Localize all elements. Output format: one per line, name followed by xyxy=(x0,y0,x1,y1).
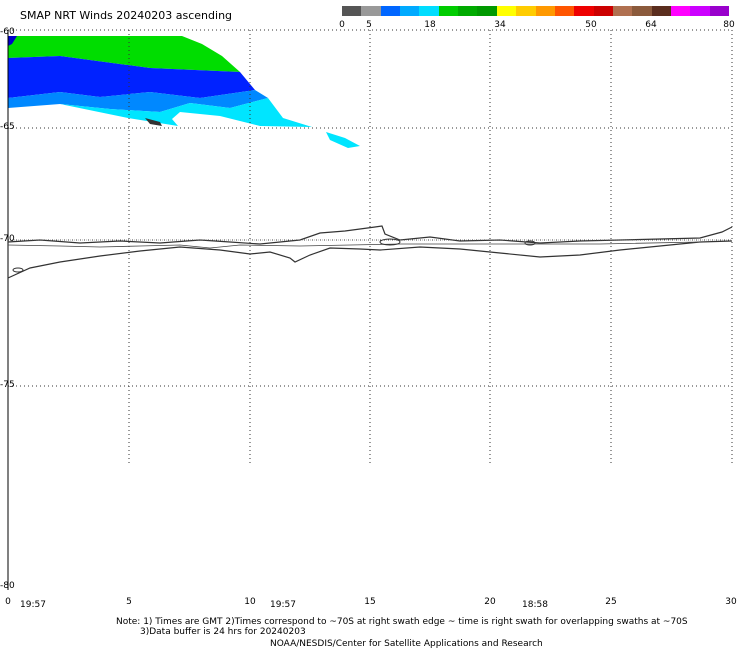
wind-swath-mid-blue xyxy=(8,90,268,112)
colorbar-segment xyxy=(380,6,401,16)
wind-swath-green xyxy=(8,36,240,72)
wind-swath-corner xyxy=(8,36,17,46)
lat-label-70: -70 xyxy=(0,234,15,244)
colorbar-tick-label: 5 xyxy=(366,20,372,30)
colorbar-segment xyxy=(632,6,653,16)
lat-label-75: -75 xyxy=(0,380,15,390)
colorbar-segment xyxy=(516,6,536,16)
lon-label-25: 25 xyxy=(605,597,617,607)
wind-swath-tail xyxy=(326,132,360,148)
colorbar-segment xyxy=(690,6,711,16)
ice-edge-detail xyxy=(7,241,701,249)
ice-rise xyxy=(379,238,401,246)
colorbar-segment xyxy=(419,6,440,16)
colorbar-tick-label: 50 xyxy=(585,20,597,30)
colorbar-segment xyxy=(361,6,382,16)
colorbar-segment xyxy=(342,6,362,16)
colorbar-tick-label: 80 xyxy=(723,20,735,30)
map-title: SMAP NRT Winds 20240203 ascending xyxy=(20,9,233,22)
colorbar-tick-label: 64 xyxy=(645,20,657,30)
colorbar-segment xyxy=(651,6,672,16)
ice-rise-east xyxy=(524,240,536,246)
wind-swath-blue xyxy=(8,56,255,98)
colorbar-segment xyxy=(535,6,556,16)
wind-swath-dark xyxy=(145,118,162,126)
lat-label-65: -65 xyxy=(0,122,15,132)
ice-front xyxy=(7,240,733,279)
colorbar-segment xyxy=(438,6,459,16)
lon-label-10: 10 xyxy=(244,597,256,607)
colorbar-segment xyxy=(574,6,595,16)
colorbar-segment xyxy=(496,6,517,16)
colorbar-segment xyxy=(554,6,575,16)
wind-swath-cyan xyxy=(60,98,312,127)
colorbar-segment xyxy=(593,6,614,16)
colorbar-tick-label: 34 xyxy=(494,20,506,30)
lon-label-20: 20 xyxy=(484,597,496,607)
lat-label-80: -80 xyxy=(0,581,15,591)
lon-label-0: 0 xyxy=(5,597,11,607)
colorbar-segment xyxy=(458,6,478,16)
lon-label-15: 15 xyxy=(364,597,376,607)
colorbar-segment xyxy=(612,6,633,16)
lon-label-30: 30 xyxy=(725,597,737,607)
note-credit: NOAA/NESDIS/Center for Satellite Applica… xyxy=(270,639,543,649)
colorbar-tick-label: 0 xyxy=(339,20,345,30)
colorbar-tick-label: 18 xyxy=(424,20,436,30)
colorbar-segment xyxy=(477,6,498,16)
colorbar-segment xyxy=(670,6,691,16)
colorbar-segment xyxy=(709,6,730,16)
ice-rise-small xyxy=(12,267,24,273)
note-line-2: 3)Data buffer is 24 hrs for 20240203 xyxy=(140,627,306,637)
time-label-2: 19:57 xyxy=(270,600,296,610)
colorbar-segment xyxy=(400,6,420,16)
time-label-1: 19:57 xyxy=(20,600,46,610)
lon-label-5: 5 xyxy=(126,597,132,607)
note-line-1: Note: 1) Times are GMT 2)Times correspon… xyxy=(116,617,688,627)
lat-label-60: -60 xyxy=(0,27,15,37)
time-label-3: 18:58 xyxy=(522,600,548,610)
